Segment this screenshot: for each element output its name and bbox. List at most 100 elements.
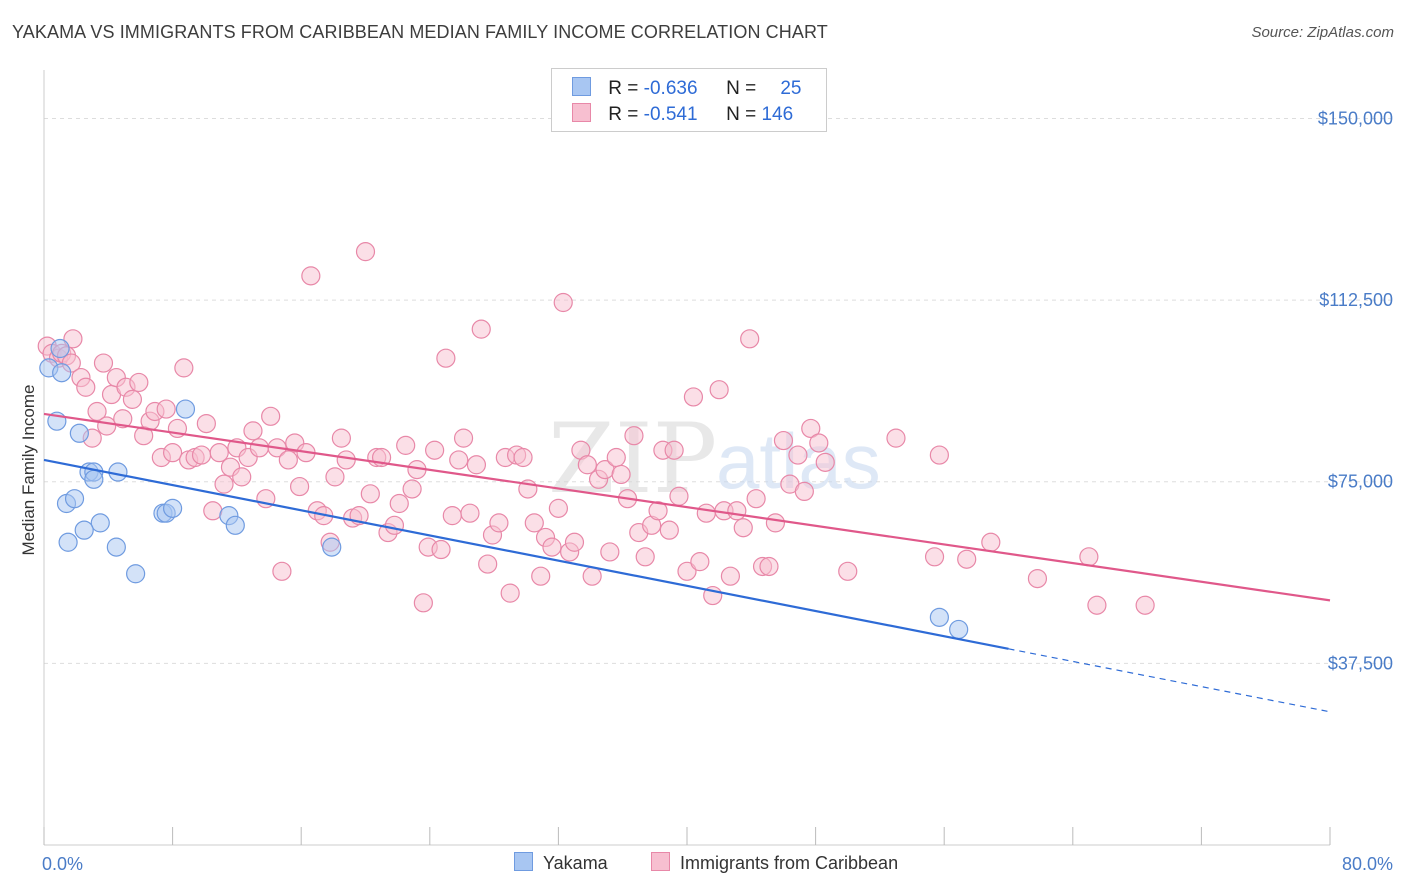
legend-r-label: R = <box>608 104 644 125</box>
data-point <box>203 501 223 521</box>
bottom-legend-swatch-yakama <box>514 852 533 871</box>
data-point <box>553 292 573 313</box>
data-point <box>733 518 753 538</box>
data-point <box>466 455 487 475</box>
legend-row-yakama: R = -0.636 N = 25 <box>572 77 801 101</box>
data-point <box>727 501 747 521</box>
legend-swatch-caribbean <box>572 103 591 122</box>
data-point <box>1027 568 1048 589</box>
data-point <box>113 409 133 429</box>
data-point <box>1079 547 1099 567</box>
legend-r-label: R = <box>608 78 644 99</box>
data-point <box>442 506 462 526</box>
data-point <box>740 329 760 349</box>
data-point <box>129 372 149 393</box>
data-point <box>690 552 710 572</box>
data-point <box>175 399 196 419</box>
data-point <box>232 467 252 487</box>
bottom-legend-label: Yakama <box>543 853 608 873</box>
data-point <box>436 348 456 368</box>
y-tick-label: $150,000 <box>1318 108 1393 128</box>
data-point <box>548 498 569 518</box>
data-point <box>122 389 143 409</box>
trend-line-extension <box>1008 648 1331 713</box>
data-point <box>384 515 405 535</box>
data-point <box>489 513 509 533</box>
bottom-legend-caribbean: Immigrants from Caribbean <box>651 852 898 874</box>
data-point <box>449 450 469 470</box>
data-point <box>471 319 491 339</box>
bottom-legend-swatch-caribbean <box>651 852 670 871</box>
data-point <box>957 549 977 569</box>
data-point <box>600 542 620 562</box>
data-point <box>58 532 78 552</box>
data-point <box>564 532 585 552</box>
legend-r-value: -0.541 <box>643 104 698 125</box>
data-point <box>460 503 480 523</box>
data-point <box>606 447 626 468</box>
trend-line <box>43 412 1331 602</box>
data-point <box>52 363 72 383</box>
data-point <box>669 486 689 506</box>
data-point <box>801 418 821 439</box>
data-point <box>765 513 786 533</box>
data-point <box>664 440 684 460</box>
data-point <box>981 532 1001 552</box>
x-tick-labels: 0.0% 80.0% <box>42 854 1393 874</box>
legend-n-label: N = <box>726 78 762 99</box>
legend-n-value: 25 <box>780 78 802 99</box>
data-point <box>301 266 321 286</box>
data-point <box>360 484 380 504</box>
y-tick-label: $112,500 <box>1319 290 1393 310</box>
data-point <box>709 380 729 400</box>
data-point <box>93 353 114 373</box>
data-point <box>163 498 183 518</box>
data-point <box>74 520 94 540</box>
data-point <box>531 566 551 586</box>
data-point <box>431 539 451 560</box>
legend-n-value: 146 <box>761 104 794 125</box>
legend-swatch-yakama <box>572 77 591 96</box>
data-point <box>838 561 858 581</box>
data-point <box>272 561 292 581</box>
data-point <box>759 556 779 577</box>
data-point <box>243 421 263 441</box>
data-point <box>108 462 128 482</box>
data-point <box>542 537 562 557</box>
y-tick-labels: $37,500 $75,000 $112,500 $150,000 <box>1318 108 1393 673</box>
y-tick-label: $37,500 <box>1328 653 1393 673</box>
data-point <box>794 481 814 502</box>
data-point <box>69 423 89 443</box>
correlation-legend: R = -0.636 N = 25 R = -0.541 N = 146 <box>551 68 827 132</box>
bottom-legend-yakama: Yakama <box>514 852 608 874</box>
data-point <box>524 513 544 533</box>
data-point <box>126 564 146 584</box>
data-point <box>929 445 949 465</box>
data-point <box>191 445 212 465</box>
data-point <box>929 607 949 627</box>
data-point <box>106 537 126 557</box>
legend-n-label: N = <box>726 104 762 125</box>
data-point <box>425 440 445 460</box>
data-point <box>773 430 794 451</box>
data-point <box>696 503 716 523</box>
legend-row-caribbean: R = -0.541 N = 146 <box>572 103 801 127</box>
data-point <box>322 537 342 557</box>
data-point <box>635 547 655 567</box>
data-point <box>389 493 409 514</box>
data-point <box>809 433 829 453</box>
x-tick-label: 0.0% <box>42 854 83 874</box>
data-point <box>336 450 356 470</box>
data-point <box>278 450 298 470</box>
data-point <box>249 438 270 458</box>
data-point <box>196 413 216 434</box>
data-point <box>325 467 345 487</box>
data-point <box>453 428 474 448</box>
data-point <box>788 445 808 465</box>
data-point <box>90 513 110 533</box>
axes <box>43 70 1331 846</box>
data-point <box>396 435 416 455</box>
data-point <box>886 428 906 448</box>
data-point <box>261 406 281 426</box>
